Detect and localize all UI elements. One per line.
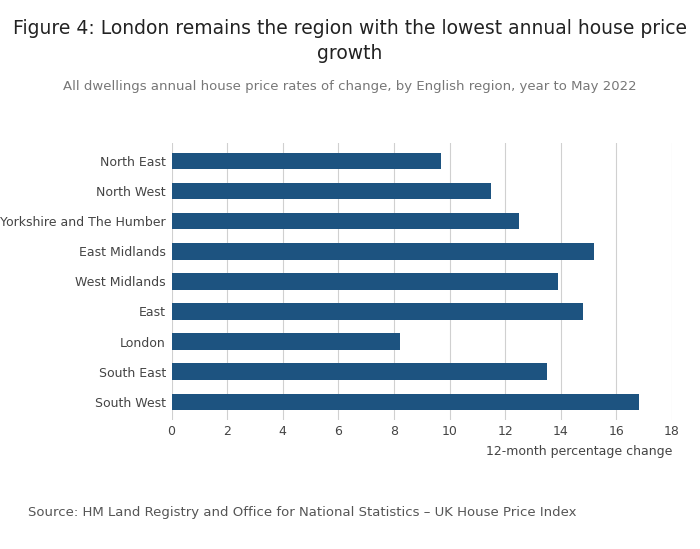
Bar: [172, 394, 638, 410]
Text: Figure 4: London remains the region with the lowest annual house price
growth: Figure 4: London remains the region with…: [13, 19, 687, 63]
Bar: [172, 333, 400, 350]
Bar: [172, 153, 441, 169]
Text: Source: HM Land Registry and Office for National Statistics – UK House Price Ind: Source: HM Land Registry and Office for …: [28, 506, 577, 519]
Bar: [172, 273, 558, 290]
Bar: [172, 303, 583, 320]
Bar: [172, 243, 594, 260]
Bar: [172, 183, 491, 199]
Bar: [172, 213, 519, 229]
Text: All dwellings annual house price rates of change, by English region, year to May: All dwellings annual house price rates o…: [63, 80, 637, 93]
Bar: [172, 363, 547, 380]
X-axis label: 12-month percentage change: 12-month percentage change: [486, 445, 672, 458]
